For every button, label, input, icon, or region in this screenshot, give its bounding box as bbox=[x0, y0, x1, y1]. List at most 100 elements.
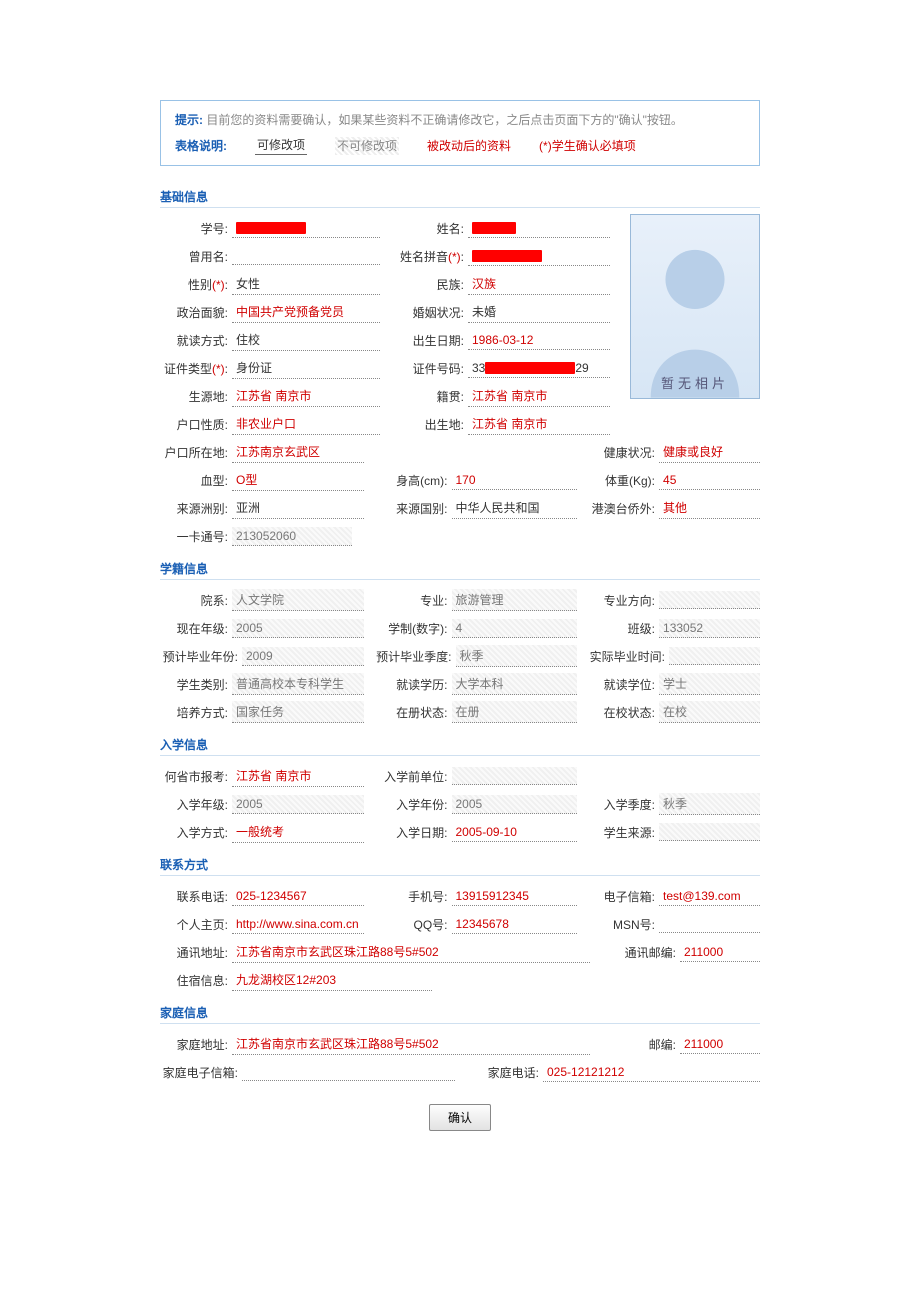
label-hukou-type: 户口性质: bbox=[160, 416, 232, 433]
field-gatqw[interactable]: 其他 bbox=[659, 497, 760, 519]
field-hukou-location[interactable]: 江苏南京玄武区 bbox=[232, 441, 364, 463]
field-health[interactable]: 健康或良好 bbox=[659, 441, 760, 463]
field-hukou-type[interactable]: 非农业户口 bbox=[232, 413, 380, 435]
legend-row: 表格说明: 可修改项 不可修改项 被改动后的资料 (*)学生确认必填项 bbox=[175, 136, 745, 155]
field-native-place[interactable]: 江苏省 南京市 bbox=[468, 385, 610, 407]
avatar-silhouette-icon bbox=[631, 215, 759, 398]
label-former-name: 曾用名: bbox=[160, 248, 232, 265]
label-country: 来源国别: bbox=[374, 500, 452, 517]
field-home-address[interactable]: 江苏省南京市玄武区珠江路88号5#502 bbox=[232, 1033, 590, 1055]
label-student-id: 学号: bbox=[160, 220, 232, 237]
label-weight: 体重(Kg): bbox=[587, 472, 659, 489]
label-major-dir: 专业方向: bbox=[587, 592, 659, 609]
redacted-pinyin bbox=[472, 250, 542, 262]
field-school-status: 在校 bbox=[659, 701, 760, 723]
field-major: 旅游管理 bbox=[452, 589, 578, 611]
field-id-number[interactable]: 3329 bbox=[468, 359, 610, 378]
field-gender[interactable]: 女性 bbox=[232, 273, 380, 295]
label-enroll-mode: 入学方式: bbox=[160, 824, 232, 841]
label-name-pinyin: 姓名拼音(*): bbox=[390, 248, 468, 265]
field-student-type: 普通高校本专科学生 bbox=[232, 673, 364, 695]
label-gatqw: 港澳台侨外: bbox=[587, 500, 659, 517]
student-info-form: 提示: 目前您的资料需要确认，如果某些资料不正确请修改它，之后点击页面下方的"确… bbox=[0, 0, 920, 1191]
label-student-type: 学生类别: bbox=[160, 676, 232, 693]
label-address: 通讯地址: bbox=[160, 944, 232, 961]
label-train-mode: 培养方式: bbox=[160, 704, 232, 721]
field-political[interactable]: 中国共产党预备党员 bbox=[232, 301, 380, 323]
field-duration: 4 bbox=[452, 619, 578, 638]
field-mobile[interactable]: 13915912345 bbox=[452, 887, 578, 906]
label-exam-province: 何省市报考: bbox=[160, 768, 232, 785]
field-exam-province[interactable]: 江苏省 南京市 bbox=[232, 765, 364, 787]
field-id-type[interactable]: 身份证 bbox=[232, 357, 380, 379]
redacted-student-id bbox=[236, 222, 306, 234]
field-height[interactable]: 170 bbox=[452, 471, 578, 490]
field-dorm[interactable]: 九龙湖校区12#203 bbox=[232, 969, 432, 991]
field-student-source bbox=[659, 823, 760, 841]
label-name: 姓名: bbox=[390, 220, 468, 237]
field-student-id[interactable] bbox=[232, 219, 380, 238]
label-major: 专业: bbox=[374, 592, 452, 609]
label-home-postcode: 邮编: bbox=[590, 1036, 680, 1053]
field-blood-type[interactable]: O型 bbox=[232, 469, 364, 491]
field-address[interactable]: 江苏省南京市玄武区珠江路88号5#502 bbox=[232, 941, 590, 963]
field-name[interactable] bbox=[468, 219, 610, 238]
field-homepage[interactable]: http://www.sina.com.cn bbox=[232, 915, 364, 934]
label-phone: 联系电话: bbox=[160, 888, 232, 905]
label-study-mode: 就读方式: bbox=[160, 332, 232, 349]
field-grad-quarter: 秋季 bbox=[456, 645, 578, 667]
field-pre-unit bbox=[452, 767, 578, 785]
section-basic-title: 基础信息 bbox=[160, 188, 760, 208]
field-marital[interactable]: 未婚 bbox=[468, 301, 610, 323]
field-grad-year: 2009 bbox=[242, 647, 364, 666]
field-qq[interactable]: 12345678 bbox=[452, 915, 578, 934]
label-home-email: 家庭电子信箱: bbox=[160, 1064, 242, 1081]
label-school-status: 在校状态: bbox=[587, 704, 659, 721]
label-current-grade: 现在年级: bbox=[160, 620, 232, 637]
field-continent[interactable]: 亚洲 bbox=[232, 497, 364, 519]
field-enroll-mode[interactable]: 一般统考 bbox=[232, 821, 364, 843]
label-qq: QQ号: bbox=[374, 916, 452, 933]
label-grad-year: 预计毕业年份: bbox=[160, 648, 242, 665]
field-email[interactable]: test@139.com bbox=[659, 887, 760, 906]
field-birth-date[interactable]: 1986-03-12 bbox=[468, 331, 610, 350]
legend-readonly: 不可修改项 bbox=[335, 137, 399, 155]
field-msn[interactable] bbox=[659, 915, 760, 933]
label-enroll-quarter: 入学季度: bbox=[587, 796, 659, 813]
legend-required: (*)学生确认必填项 bbox=[539, 137, 636, 154]
label-height: 身高(cm): bbox=[374, 472, 452, 489]
field-edu-level: 大学本科 bbox=[452, 673, 578, 695]
field-source-place[interactable]: 江苏省 南京市 bbox=[232, 385, 380, 407]
field-former-name[interactable] bbox=[232, 247, 380, 265]
section-lx-title: 联系方式 bbox=[160, 856, 760, 876]
label-home-address: 家庭地址: bbox=[160, 1036, 232, 1053]
section-rx-title: 入学信息 bbox=[160, 736, 760, 756]
field-phone[interactable]: 025-1234567 bbox=[232, 887, 364, 906]
label-birth-place: 出生地: bbox=[390, 416, 468, 433]
field-home-phone[interactable]: 025-12121212 bbox=[543, 1063, 760, 1082]
label-id-type: 证件类型(*): bbox=[160, 360, 232, 377]
field-country[interactable]: 中华人民共和国 bbox=[452, 497, 578, 519]
field-birth-place[interactable]: 江苏省 南京市 bbox=[468, 413, 610, 435]
confirm-button[interactable]: 确认 bbox=[429, 1104, 491, 1131]
field-postcode[interactable]: 211000 bbox=[680, 943, 760, 962]
label-student-source: 学生来源: bbox=[587, 824, 659, 841]
redacted-idnum bbox=[485, 362, 575, 374]
field-name-pinyin[interactable] bbox=[468, 247, 610, 266]
photo-caption: 暂无相片 bbox=[631, 373, 759, 392]
label-degree: 就读学位: bbox=[587, 676, 659, 693]
field-home-postcode[interactable]: 211000 bbox=[680, 1035, 760, 1054]
field-ethnicity[interactable]: 汉族 bbox=[468, 273, 610, 295]
field-study-mode[interactable]: 住校 bbox=[232, 329, 380, 351]
field-home-email[interactable] bbox=[242, 1063, 455, 1081]
label-card-number: 一卡通号: bbox=[160, 528, 232, 545]
field-enroll-grade: 2005 bbox=[232, 795, 364, 814]
label-class: 班级: bbox=[587, 620, 659, 637]
field-enroll-date[interactable]: 2005-09-10 bbox=[452, 823, 578, 842]
field-enroll-year: 2005 bbox=[452, 795, 578, 814]
field-register-status: 在册 bbox=[452, 701, 578, 723]
label-source-place: 生源地: bbox=[160, 388, 232, 405]
field-current-grade: 2005 bbox=[232, 619, 364, 638]
label-homepage: 个人主页: bbox=[160, 916, 232, 933]
field-weight[interactable]: 45 bbox=[659, 471, 760, 490]
